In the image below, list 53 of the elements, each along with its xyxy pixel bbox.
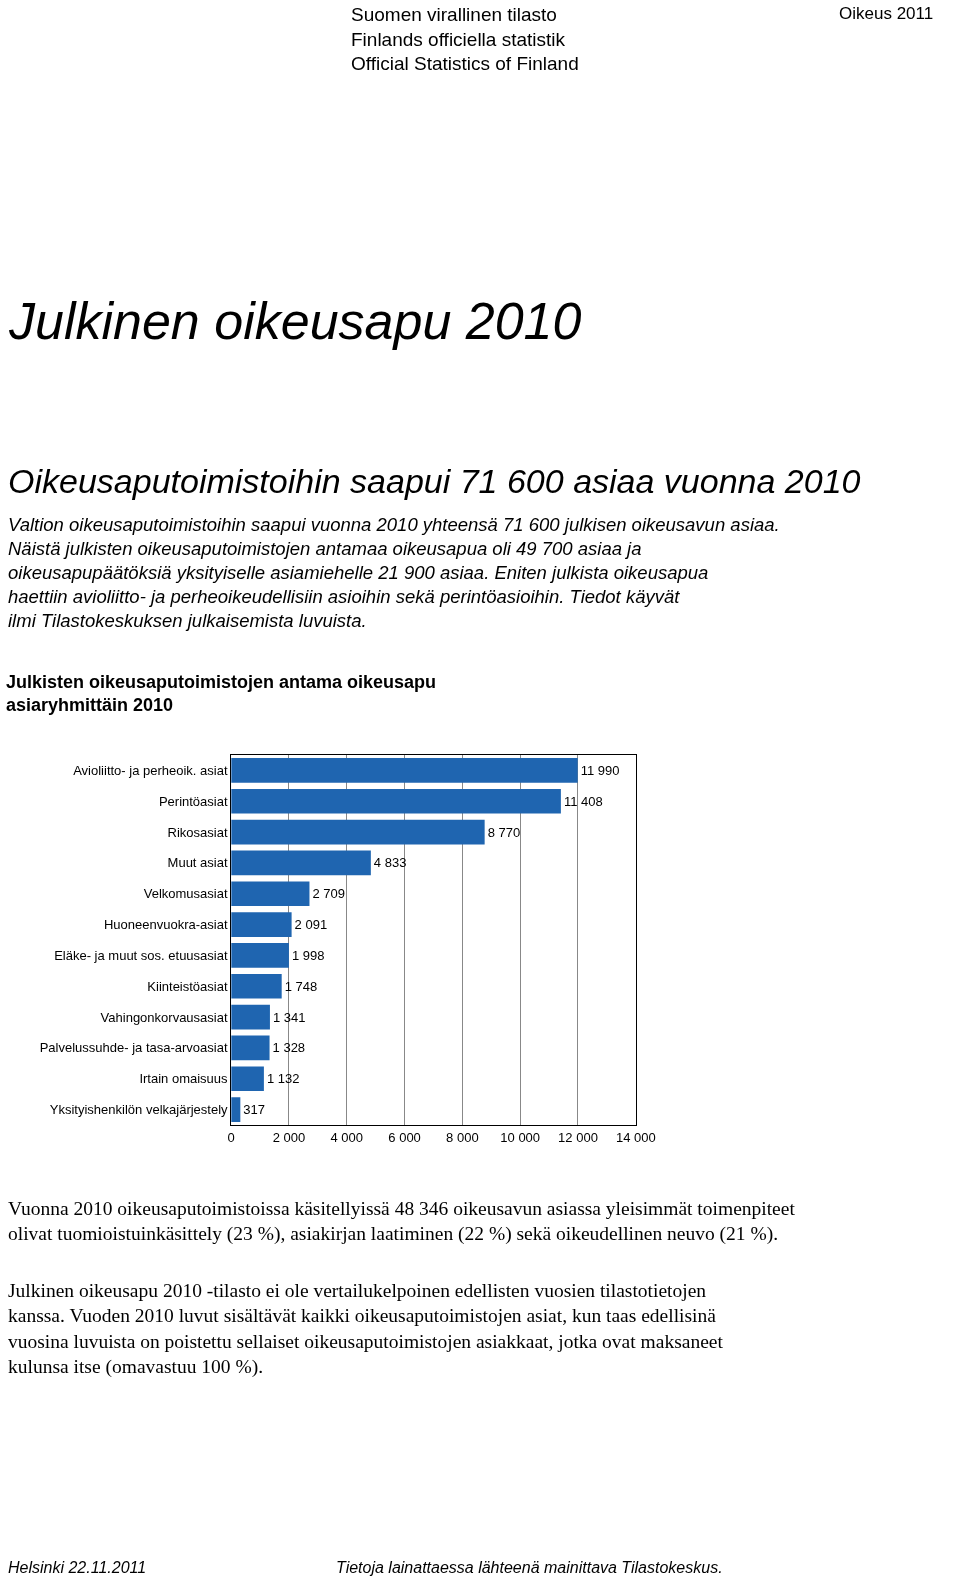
text: Helsinki 22.11.2011 <box>8 1559 147 1576</box>
x-tick-label: 4 000 <box>330 1129 364 1145</box>
y-tick-label: Yksityishenkilön velkajärjestely <box>49 1102 229 1118</box>
y-tick-label: Irtain omaisuus <box>139 1071 229 1087</box>
data-label: 2 091 <box>294 917 328 933</box>
y-tick-label: Vahingonkorvausasiat <box>100 1009 228 1025</box>
bar <box>231 1066 264 1092</box>
y-tick-label: Eläke- ja muut sos. etuusasiat <box>54 947 228 963</box>
text: Tietoja lainattaessa lähteenä mainittava Tilastokeskus. <box>336 1559 723 1576</box>
x-tick-label: 0 <box>227 1129 235 1145</box>
x-tick-label: 14 000 <box>615 1129 656 1145</box>
text: Julkinen oikeusapu 2010 -tilasto ei ole vertailukelpoinen edellisten vuosien tilastotietojen kanssa. Vuoden 2010 luvut sisältävät kaikki oikeusaputoimistojen asiat, kun taas edellisinä vuosina luvuista on poistettu sellaiset oikeusaputoimistojen asiakkaat, jotka ovat maksaneet kulunsa itse (omavastuu 100 %). <box>8 1280 724 1379</box>
data-label: 8 770 <box>487 824 521 840</box>
bar <box>231 1004 270 1030</box>
y-tick-label: Kiinteistöasiat <box>147 978 228 994</box>
data-label: 1 132 <box>266 1071 300 1087</box>
bar <box>231 1035 270 1061</box>
x-tick-label: 10 000 <box>500 1129 541 1145</box>
data-label: 11 408 <box>563 793 603 809</box>
bar <box>231 788 561 814</box>
chart-title: Julkisten oikeusaputoimistojen antama oikeusapu asiaryhmittäin 2010 <box>5 672 437 716</box>
data-label: 1 998 <box>291 947 325 963</box>
x-tick-label: 6 000 <box>388 1129 421 1145</box>
text: Julkinen oikeusapu 2010 <box>8 292 582 350</box>
bar <box>231 850 371 876</box>
bar <box>231 881 310 907</box>
y-tick-label: Muut asiat <box>167 855 228 871</box>
y-tick-label: Palvelussuhde- ja tasa-arvoasiat <box>39 1040 228 1056</box>
x-tick-label: 12 000 <box>558 1129 598 1145</box>
data-label: 1 748 <box>284 978 318 994</box>
data-label: 2 709 <box>312 886 346 902</box>
y-tick-label: Huoneenvuokra-asiat <box>104 917 228 933</box>
data-label: 317 <box>243 1102 266 1118</box>
bar <box>231 973 282 999</box>
y-tick-label: Avioliitto- ja perheoik. asiat <box>73 762 228 778</box>
text: Oikeus 2011 <box>839 4 934 23</box>
y-tick-label: Velkomusasiat <box>143 886 228 902</box>
bar <box>231 819 485 845</box>
y-tick-label: Perintöasiat <box>158 793 228 809</box>
text: Valtion oikeusaputoimistoihin saapui vuonna 2010 yhteensä 71 600 julkisen oikeusavun asiaa. Näistä julkisten oikeusaputoimistojen antamaa oikeusapua oli 49 700 asiaa ja oikeusapupäätöksiä yksityiselle asiamiehelle 21 900 asiaa. Eniten julkista oikeusapua haettiin avioliitto- ja perheoikeudellisiin asioihin sekä perintöasioihin. Tiedot käyvät ilmi Tilastokeskuksen julkaisemista luvuista. <box>8 514 780 632</box>
data-label: 1 328 <box>272 1040 306 1056</box>
bar <box>231 758 578 783</box>
bar <box>231 943 289 968</box>
text: Oikeusaputoimistoihin saapui 71 600 asiaa vuonna 2010 <box>8 462 861 500</box>
data-label: 1 341 <box>272 1009 306 1025</box>
text: Vuonna 2010 oikeusaputoimistoissa käsitellyissä 48 346 oikeusavun asiassa yleisimmät toimenpiteet olivat tuomioistuinkäsittely (23 %), asiakirjan laatiminen (22 %) sekä oikeudellinen neuvo (21 %). <box>8 1198 796 1246</box>
x-tick-label: 2 000 <box>272 1129 306 1145</box>
data-label: 11 990 <box>580 762 620 778</box>
y-tick-label: Rikosasiat <box>167 824 228 840</box>
data-label: 4 833 <box>373 855 407 871</box>
x-tick-label: 8 000 <box>446 1129 479 1145</box>
bar <box>231 912 292 937</box>
text: Suomen virallinen tilasto Finlands officiella statistik Official Statistics of Finland <box>351 4 579 75</box>
